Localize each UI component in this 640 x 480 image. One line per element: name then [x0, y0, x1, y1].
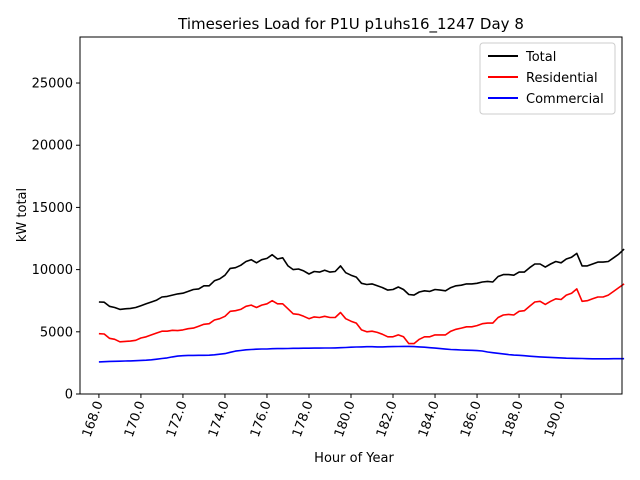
y-axis-label: kW total: [15, 188, 30, 242]
x-tick-label: 178.0: [290, 399, 317, 439]
series-line-residential: [98, 283, 625, 345]
x-tick-label: 176.0: [248, 399, 275, 439]
series-line-commercial: [98, 345, 625, 363]
y-axis-ticks: 0 5000 10000 15000 20000 25000: [32, 77, 80, 403]
x-tick-label: 188.0: [500, 399, 527, 439]
x-tick-label: 172.0: [164, 399, 191, 439]
y-tick-label: 10000: [32, 263, 73, 278]
y-tick-label: 5000: [40, 325, 73, 340]
legend-label-residential: Residential: [526, 71, 598, 86]
legend-box: [479, 42, 616, 115]
series-layer: [98, 248, 625, 363]
x-tick-label: 168.0: [80, 399, 107, 439]
legend-label-commercial: Commercial: [526, 92, 604, 107]
x-tick-label: 182.0: [374, 399, 401, 439]
y-tick-label: 20000: [32, 139, 73, 154]
series-line-total: [98, 248, 625, 311]
y-tick-label: 15000: [32, 201, 73, 216]
x-axis-label: Hour of Year: [314, 451, 394, 466]
y-tick-label: 0: [65, 388, 73, 403]
x-tick-label: 186.0: [458, 399, 485, 439]
x-tick-label: 180.0: [332, 399, 359, 439]
legend: Total Residential Commercial: [479, 42, 616, 115]
y-tick-label: 25000: [32, 77, 73, 92]
x-tick-label: 170.0: [122, 399, 149, 439]
chart-title: Timeseries Load for P1U p1uhs16_1247 Day…: [177, 15, 524, 34]
legend-label-total: Total: [525, 50, 556, 65]
plot-frame: [79, 36, 623, 395]
x-tick-label: 190.0: [542, 399, 569, 439]
x-tick-label: 174.0: [206, 399, 233, 439]
x-axis-ticks: 168.0 170.0 172.0 174.0 176.0 178.0 180.0 182.0…: [80, 394, 569, 439]
x-tick-label: 184.0: [416, 399, 443, 439]
